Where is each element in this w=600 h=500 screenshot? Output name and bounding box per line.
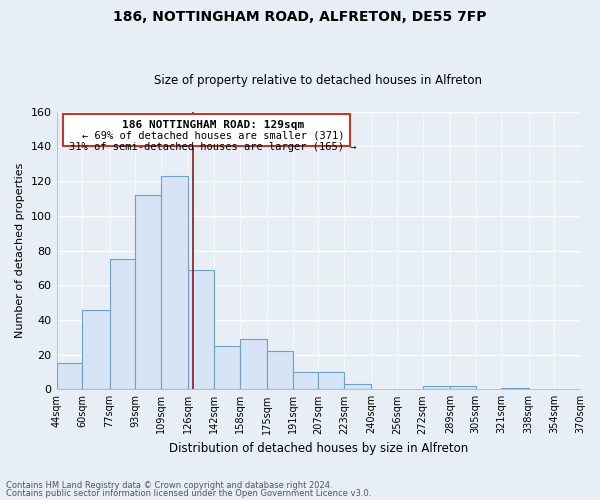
Bar xyxy=(450,386,476,390)
Bar xyxy=(56,364,82,390)
Bar xyxy=(82,310,110,390)
FancyBboxPatch shape xyxy=(63,114,350,146)
X-axis label: Distribution of detached houses by size in Alfreton: Distribution of detached houses by size … xyxy=(169,442,468,455)
Text: 31% of semi-detached houses are larger (165) →: 31% of semi-detached houses are larger (… xyxy=(70,142,357,152)
Text: ← 69% of detached houses are smaller (371): ← 69% of detached houses are smaller (37… xyxy=(82,131,344,141)
Bar xyxy=(422,386,450,390)
Title: Size of property relative to detached houses in Alfreton: Size of property relative to detached ho… xyxy=(154,74,482,87)
Text: Contains HM Land Registry data © Crown copyright and database right 2024.: Contains HM Land Registry data © Crown c… xyxy=(6,481,332,490)
Bar xyxy=(239,339,267,390)
Y-axis label: Number of detached properties: Number of detached properties xyxy=(15,163,25,338)
Bar xyxy=(161,176,188,390)
Bar xyxy=(318,372,344,390)
Bar xyxy=(502,388,529,390)
Bar xyxy=(214,346,239,390)
Text: 186, NOTTINGHAM ROAD, ALFRETON, DE55 7FP: 186, NOTTINGHAM ROAD, ALFRETON, DE55 7FP xyxy=(113,10,487,24)
Text: Contains public sector information licensed under the Open Government Licence v3: Contains public sector information licen… xyxy=(6,488,371,498)
Text: 186 NOTTINGHAM ROAD: 129sqm: 186 NOTTINGHAM ROAD: 129sqm xyxy=(122,120,304,130)
Bar xyxy=(135,195,161,390)
Bar xyxy=(344,384,371,390)
Bar xyxy=(188,270,214,390)
Bar xyxy=(293,372,318,390)
Bar xyxy=(110,259,135,390)
Bar xyxy=(267,351,293,390)
